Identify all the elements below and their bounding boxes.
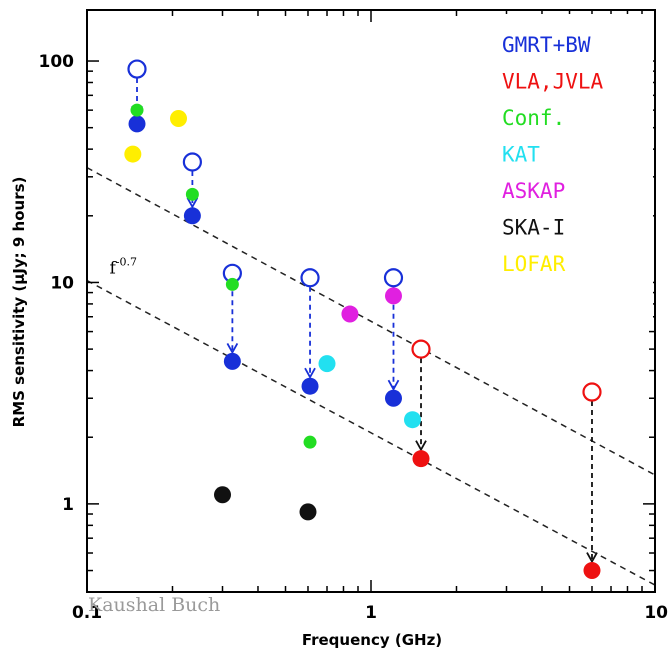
- data-point: [301, 377, 319, 395]
- data-point: [183, 207, 201, 225]
- y-tick-label: 100: [39, 52, 75, 72]
- legend-entry: ASKAP: [502, 179, 565, 203]
- open-point: [182, 152, 202, 172]
- data-point: [412, 450, 430, 468]
- data-point: [583, 562, 601, 580]
- legend-entry: SKA-I: [502, 216, 565, 240]
- legend: GMRT+BW VLA,JVLA Conf. KAT ASKAP SKA-I LOFAR: [493, 14, 653, 326]
- watermark: Kaushal Buch: [88, 594, 220, 616]
- x-tick-label: 1: [365, 603, 377, 623]
- data-point: [128, 115, 146, 133]
- data-point: [130, 103, 144, 117]
- reference-line-lower: [87, 279, 655, 586]
- data-point: [384, 287, 402, 305]
- reference-line-upper: [87, 166, 655, 476]
- y-tick-label: 10: [50, 273, 74, 293]
- open-point: [300, 268, 320, 288]
- data-point: [223, 352, 241, 370]
- arrow-head: [586, 552, 598, 564]
- data-point: [404, 411, 422, 429]
- arrow-head: [304, 367, 316, 380]
- x-axis-label: Frequency (GHz): [302, 631, 442, 649]
- data-point: [214, 486, 232, 504]
- data-point: [318, 355, 336, 373]
- legend-entry: VLA,JVLA: [502, 70, 604, 94]
- legend-background: [493, 14, 653, 326]
- reference-lines: [87, 166, 655, 586]
- data-point: [124, 145, 142, 163]
- data-points: [124, 59, 602, 580]
- y-tick-label: 1: [62, 495, 74, 515]
- arrow-head: [415, 440, 427, 452]
- legend-entry: Conf.: [502, 106, 565, 130]
- data-point: [225, 277, 239, 291]
- legend-entry: KAT: [502, 143, 540, 167]
- slope-annotation: f-0.7: [109, 255, 137, 278]
- data-point: [170, 110, 188, 128]
- legend-entry: GMRT+BW: [502, 33, 591, 57]
- x-tick-label: 0.1: [72, 603, 102, 623]
- data-point: [341, 305, 359, 323]
- open-point: [127, 59, 147, 79]
- open-point: [582, 382, 602, 402]
- legend-entry: LOFAR: [502, 252, 566, 276]
- arrow-head: [226, 342, 239, 355]
- data-point: [384, 389, 402, 407]
- open-point: [411, 339, 431, 359]
- arrow-head: [387, 379, 400, 392]
- data-point: [303, 435, 317, 449]
- y-axis-label: RMS sensitivity (μJy; 9 hours): [10, 177, 28, 428]
- x-tick-label: 10: [644, 603, 668, 623]
- open-point: [383, 268, 404, 288]
- data-point: [185, 187, 199, 201]
- arrow-head: [186, 197, 199, 209]
- data-point: [299, 503, 317, 521]
